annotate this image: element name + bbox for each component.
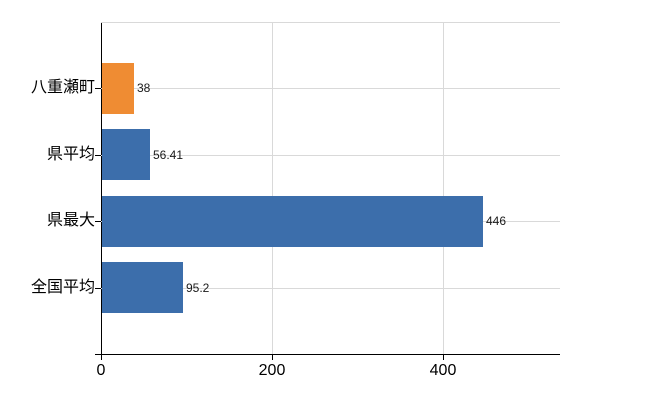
gridline-vertical [272, 22, 273, 354]
x-tick-mark [443, 354, 444, 360]
plot-top-border [101, 22, 560, 23]
gridline-horizontal [101, 155, 560, 156]
gridline-horizontal [101, 288, 560, 289]
value-label: 446 [486, 214, 507, 228]
y-tick-mark [95, 155, 101, 156]
x-tick-mark [272, 354, 273, 360]
bar-1 [102, 129, 150, 180]
gridline-horizontal [101, 88, 560, 89]
y-tick-mark [95, 221, 101, 222]
bar-2 [102, 196, 483, 247]
value-label: 95.2 [186, 281, 210, 295]
x-axis-line [95, 354, 560, 355]
category-label: 八重瀬町 [30, 79, 95, 96]
x-tick-mark [101, 354, 102, 360]
value-label: 56.41 [153, 148, 184, 162]
gridline-vertical [443, 22, 444, 354]
x-tick-label: 0 [96, 362, 106, 379]
x-tick-label: 400 [429, 362, 457, 379]
category-label: 県平均 [46, 146, 95, 163]
bar-0 [102, 63, 134, 114]
y-tick-mark [95, 288, 101, 289]
y-axis-line [101, 22, 102, 360]
category-label: 県最大 [46, 212, 95, 229]
value-label: 38 [137, 81, 151, 95]
y-tick-mark [95, 88, 101, 89]
bar-3 [102, 262, 183, 313]
category-label: 全国平均 [30, 279, 95, 296]
x-tick-label: 200 [258, 362, 286, 379]
